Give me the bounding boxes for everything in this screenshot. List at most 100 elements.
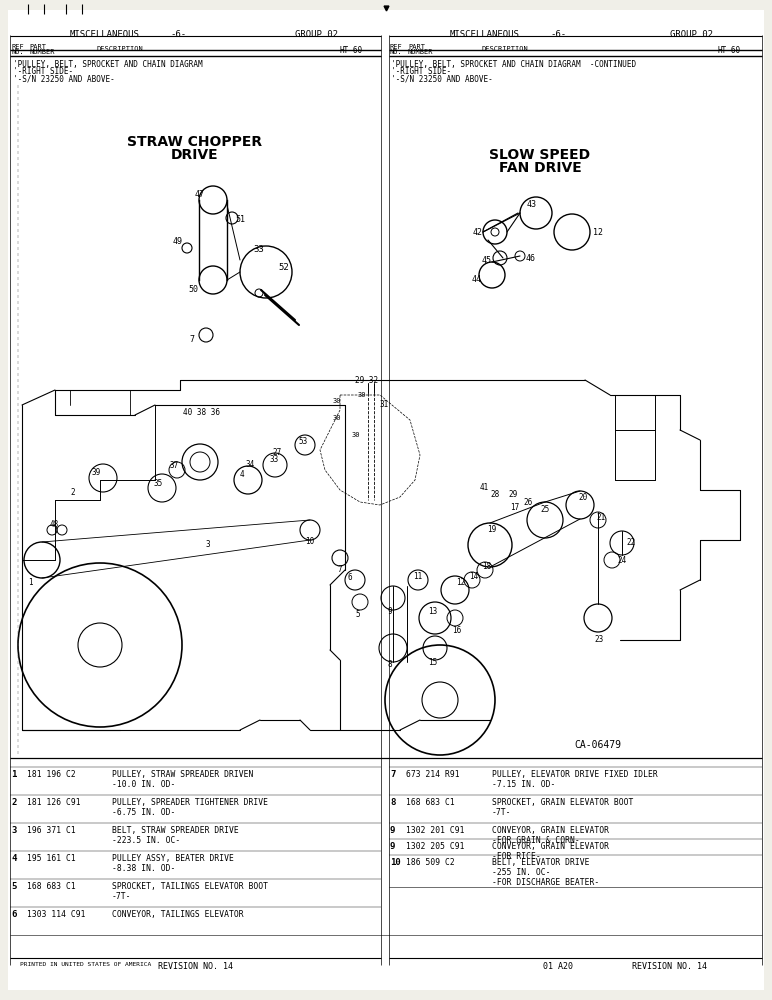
Text: '-S/N 23250 AND ABOVE-: '-S/N 23250 AND ABOVE- [13,74,115,83]
Text: 28: 28 [490,490,499,499]
Text: 15: 15 [428,658,437,667]
Text: -7T-: -7T- [112,892,131,901]
Text: -7.15 IN. OD-: -7.15 IN. OD- [492,780,555,789]
Text: 12: 12 [593,228,603,237]
Text: 4: 4 [240,470,245,479]
Text: 9: 9 [390,842,395,851]
Text: '-RIGHT SIDE-: '-RIGHT SIDE- [391,67,451,76]
Text: -FOR GRAIN & CORN-: -FOR GRAIN & CORN- [492,836,580,845]
Text: 27: 27 [272,448,281,457]
Text: 2: 2 [11,798,16,807]
Text: CONVEYOR, TAILINGS ELEVATOR: CONVEYOR, TAILINGS ELEVATOR [112,910,244,919]
Text: PRINTED IN UNITED STATES OF AMERICA: PRINTED IN UNITED STATES OF AMERICA [20,962,151,967]
Text: 30: 30 [333,398,341,404]
Text: 9: 9 [387,607,391,616]
Text: -255 IN. OC-: -255 IN. OC- [492,868,550,877]
Text: NO.: NO. [11,49,24,55]
Text: PART: PART [29,44,46,50]
Text: 5: 5 [355,610,360,619]
Text: GROUP 02: GROUP 02 [670,30,713,39]
Text: CA-06479: CA-06479 [574,740,621,750]
Text: '-RIGHT SIDE-: '-RIGHT SIDE- [13,67,73,76]
Text: BELT, ELEVATOR DRIVE: BELT, ELEVATOR DRIVE [492,858,590,867]
Text: FAN DRIVE: FAN DRIVE [499,161,581,175]
Text: 48: 48 [50,520,59,529]
Text: 01 A20: 01 A20 [543,962,573,971]
Text: 8: 8 [390,798,395,807]
Text: -6-: -6- [550,30,566,39]
Text: 26: 26 [523,498,532,507]
Text: 7: 7 [337,565,342,574]
Text: 30: 30 [352,432,361,438]
Text: 29 32: 29 32 [355,376,378,385]
Text: 11: 11 [413,572,422,581]
Text: -7T-: -7T- [492,808,512,817]
Text: MISCELLANEOUS: MISCELLANEOUS [70,30,140,39]
Text: 52: 52 [278,263,289,272]
Text: 3: 3 [11,826,16,835]
Text: 168 683 C1: 168 683 C1 [406,798,455,807]
Text: 8: 8 [387,660,391,669]
Text: STRAW CHOPPER: STRAW CHOPPER [127,135,262,149]
Text: 30: 30 [333,415,341,421]
Text: PULLEY, SPREADER TIGHTENER DRIVE: PULLEY, SPREADER TIGHTENER DRIVE [112,798,268,807]
Text: DESCRIPTION: DESCRIPTION [96,46,144,52]
Text: 42: 42 [473,228,483,237]
Text: -FOR RICE-: -FOR RICE- [492,852,540,861]
Text: 43: 43 [527,200,537,209]
Text: REF: REF [390,44,403,50]
Text: -10.0 IN. OD-: -10.0 IN. OD- [112,780,175,789]
Text: 186 509 C2: 186 509 C2 [406,858,455,867]
Text: 10: 10 [305,537,314,546]
Text: PART: PART [408,44,425,50]
Text: NUMBER: NUMBER [29,49,55,55]
Text: DESCRIPTION: DESCRIPTION [482,46,528,52]
Text: 13: 13 [428,607,437,616]
Text: 40 38 36: 40 38 36 [183,408,220,417]
Text: 33: 33 [253,245,264,254]
Text: 'PULLEY, BELT, SPROCKET AND CHAIN DIAGRAM  -CONTINUED: 'PULLEY, BELT, SPROCKET AND CHAIN DIAGRA… [391,60,636,69]
Text: 31: 31 [380,400,389,409]
Text: HT-60: HT-60 [718,46,741,55]
Text: 25: 25 [540,505,549,514]
Text: 20: 20 [578,493,587,502]
Text: 168 683 C1: 168 683 C1 [27,882,76,891]
Text: 39: 39 [92,468,101,477]
Text: 6: 6 [348,573,353,582]
Text: 47: 47 [195,190,205,199]
Text: -6.75 IN. OD-: -6.75 IN. OD- [112,808,175,817]
Text: 33: 33 [270,455,279,464]
Text: 34: 34 [245,460,254,469]
Text: 30: 30 [358,392,367,398]
Text: 22: 22 [626,538,635,547]
Text: HT-60: HT-60 [340,46,363,55]
Text: -223.5 IN. OC-: -223.5 IN. OC- [112,836,180,845]
Text: 41: 41 [480,483,489,492]
Text: -6-: -6- [170,30,186,39]
Text: 23: 23 [594,635,603,644]
Text: PULLEY ASSY, BEATER DRIVE: PULLEY ASSY, BEATER DRIVE [112,854,234,863]
Text: PULLEY, ELEVATOR DRIVE FIXED IDLER: PULLEY, ELEVATOR DRIVE FIXED IDLER [492,770,658,779]
Text: CONVEYOR, GRAIN ELEVATOR: CONVEYOR, GRAIN ELEVATOR [492,842,609,851]
Text: 181 126 C91: 181 126 C91 [27,798,80,807]
Text: 46: 46 [526,254,536,263]
Text: 7: 7 [189,335,194,344]
Text: 196 371 C1: 196 371 C1 [27,826,76,835]
Text: REVISION NO. 14: REVISION NO. 14 [157,962,232,971]
Text: 53: 53 [298,437,307,446]
Text: 18: 18 [482,562,491,571]
Text: 45: 45 [482,256,492,265]
Text: '-S/N 23250 AND ABOVE-: '-S/N 23250 AND ABOVE- [391,74,493,83]
Text: 10: 10 [390,858,401,867]
Text: 181 196 C2: 181 196 C2 [27,770,76,779]
Text: 50: 50 [188,285,198,294]
Text: REF: REF [11,44,24,50]
Text: 7: 7 [390,770,395,779]
Text: 49: 49 [173,237,183,246]
Text: 1: 1 [11,770,16,779]
Text: NO.: NO. [390,49,403,55]
Text: 1302 205 C91: 1302 205 C91 [406,842,465,851]
Text: 6: 6 [11,910,16,919]
Text: 9: 9 [390,826,395,835]
Text: NUMBER: NUMBER [408,49,434,55]
